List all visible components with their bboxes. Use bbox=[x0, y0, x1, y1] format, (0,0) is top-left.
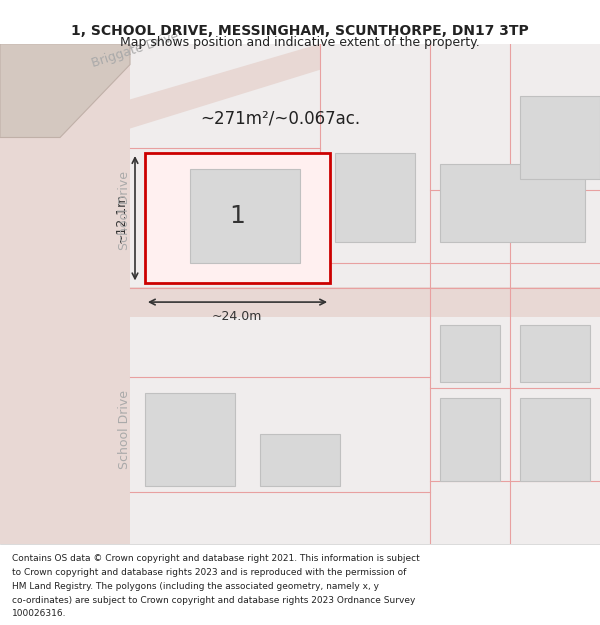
Bar bbox=[520, 325, 590, 382]
Polygon shape bbox=[0, 44, 130, 138]
Bar bbox=[260, 434, 340, 486]
Bar bbox=[130, 288, 600, 317]
Text: co-ordinates) are subject to Crown copyright and database rights 2023 Ordnance S: co-ordinates) are subject to Crown copyr… bbox=[12, 596, 415, 604]
Text: School Drive: School Drive bbox=[118, 171, 131, 250]
Bar bbox=[335, 153, 415, 242]
Text: ~12.1m: ~12.1m bbox=[115, 192, 128, 243]
Bar bbox=[440, 325, 500, 382]
Bar bbox=[440, 398, 500, 481]
Polygon shape bbox=[145, 153, 330, 283]
Polygon shape bbox=[0, 44, 320, 169]
Text: 1: 1 bbox=[229, 204, 245, 228]
Bar bbox=[0, 44, 130, 544]
Text: 100026316.: 100026316. bbox=[12, 609, 67, 618]
Text: Briggate Drive: Briggate Drive bbox=[90, 29, 181, 69]
Bar bbox=[190, 169, 300, 262]
Text: Map shows position and indicative extent of the property.: Map shows position and indicative extent… bbox=[120, 36, 480, 49]
Bar bbox=[440, 164, 585, 242]
Text: to Crown copyright and database rights 2023 and is reproduced with the permissio: to Crown copyright and database rights 2… bbox=[12, 568, 406, 577]
Text: ~24.0m: ~24.0m bbox=[212, 311, 262, 323]
Bar bbox=[520, 96, 600, 179]
Text: HM Land Registry. The polygons (including the associated geometry, namely x, y: HM Land Registry. The polygons (includin… bbox=[12, 582, 379, 591]
Bar bbox=[520, 398, 590, 481]
Text: 1, SCHOOL DRIVE, MESSINGHAM, SCUNTHORPE, DN17 3TP: 1, SCHOOL DRIVE, MESSINGHAM, SCUNTHORPE,… bbox=[71, 24, 529, 38]
Text: School Drive: School Drive bbox=[118, 389, 131, 469]
Bar bbox=[145, 392, 235, 486]
Text: Contains OS data © Crown copyright and database right 2021. This information is : Contains OS data © Crown copyright and d… bbox=[12, 554, 420, 563]
Text: ~271m²/~0.067ac.: ~271m²/~0.067ac. bbox=[200, 109, 360, 127]
